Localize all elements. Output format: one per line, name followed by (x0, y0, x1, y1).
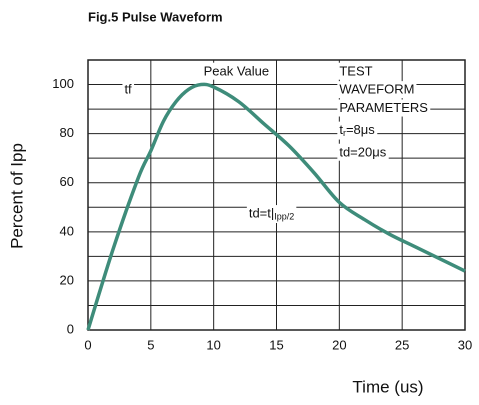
annotation: Peak Value (201, 62, 272, 80)
annotation-part: WAVEFORM (339, 82, 414, 97)
chart-title: Fig.5 Pulse Waveform (88, 9, 223, 24)
annotation-text: PARAMETERS (339, 101, 428, 116)
annotation: PARAMETERS (337, 99, 431, 117)
annotation-bg (337, 99, 431, 117)
annotation-part: Peak Value (204, 64, 270, 79)
annotation-text: WAVEFORM (339, 82, 414, 97)
annotation-bg (337, 121, 378, 140)
annotation-part: td=t| (249, 206, 274, 221)
annotation-part: tf (124, 82, 132, 97)
annotation: TEST (337, 62, 375, 80)
annotation-bg (337, 81, 417, 99)
annotation-text: td=20μs (339, 145, 386, 160)
annotation-sub: Ipp/2 (274, 212, 294, 222)
annotation: WAVEFORM (337, 81, 417, 99)
annotation-part: td=20μs (339, 145, 386, 160)
annotation-bg (337, 62, 375, 80)
y-tick-label: 60 (60, 174, 74, 189)
y-axis-label: Percent of Ipp (7, 143, 26, 249)
y-tick-label: 80 (60, 125, 74, 140)
annotation-part: =8μs (346, 123, 375, 138)
y-tick-label: 20 (60, 272, 74, 287)
line (86, 82, 466, 331)
x-tick-label: 20 (332, 337, 346, 352)
x-tick-label: 0 (84, 337, 91, 352)
annotation-bg (201, 62, 272, 80)
annotation-text: Peak Value (204, 64, 270, 79)
x-tick-label: 25 (395, 337, 409, 352)
annotation-part: PARAMETERS (339, 101, 428, 116)
annotation-bg (122, 81, 135, 99)
y-tick-label: 0 (67, 321, 74, 336)
x-tick-label: 30 (458, 337, 472, 352)
annotation-bg (246, 205, 297, 224)
annotation: td=20μs (337, 143, 389, 161)
annotation: tr=8μs (337, 121, 378, 140)
plot-frame (87, 59, 466, 331)
annotation-bg (337, 143, 389, 161)
annotation-part: t (339, 123, 343, 138)
annotation-text: td=t|Ipp/2 (249, 206, 294, 222)
annotation-text: tr=8μs (339, 123, 375, 139)
x-tick-label: 5 (147, 337, 154, 352)
annotation-sub: r (343, 129, 346, 139)
annotation: td=t|Ipp/2 (246, 205, 297, 224)
y-tick-label: 100 (52, 76, 74, 91)
x-tick-label: 10 (206, 337, 220, 352)
y-tick-label: 40 (60, 223, 74, 238)
annotation-text: TEST (339, 64, 372, 79)
annotation-part: TEST (339, 64, 372, 79)
x-tick-label: 15 (269, 337, 283, 352)
annotation-text: tf (124, 82, 132, 97)
x-axis-label: Time (us) (352, 377, 423, 396)
annotation: tf (122, 81, 135, 99)
